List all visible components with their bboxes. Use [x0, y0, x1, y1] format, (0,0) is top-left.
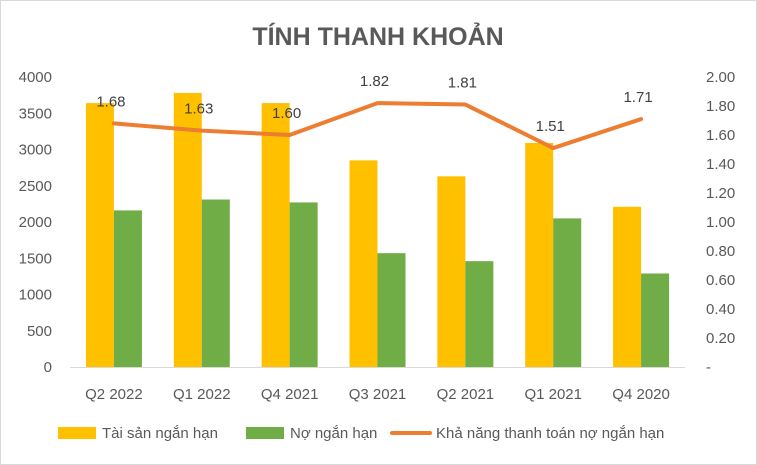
right-axis-ticks: - 0.20 0.40 0.60 0.80 1.00 1.20 1.40 1.60 1.80 2.0…: [706, 69, 735, 376]
bar-no-ngan-han: [465, 261, 494, 367]
line-data-label: 1.51: [536, 118, 565, 135]
right-tick-label: 1.00: [706, 214, 735, 231]
left-tick-label: 0: [44, 359, 52, 376]
bar-series: [85, 92, 670, 367]
bar-no-ngan-han: [641, 273, 670, 367]
category-label: Q4 2021: [261, 386, 319, 403]
left-tick-label: 2000: [19, 214, 52, 231]
category-label: Q1 2021: [524, 386, 582, 403]
category-label: Q2 2021: [437, 386, 495, 403]
left-tick-label: 3500: [19, 105, 52, 122]
bar-tai-san-ngan-han: [525, 142, 554, 367]
chart-title: TÍNH THANH KHOẢN: [252, 21, 503, 51]
bar-tai-san-ngan-han: [261, 103, 290, 367]
line-data-label: 1.60: [272, 105, 301, 122]
legend-swatch: [246, 427, 284, 439]
bar-no-ngan-han: [113, 210, 142, 367]
line-data-label: 1.82: [360, 73, 389, 90]
right-tick-label: 0.60: [706, 272, 735, 289]
line-data-label: 1.68: [96, 93, 125, 110]
category-label: Q3 2021: [349, 386, 407, 403]
right-tick-label: 0.80: [706, 243, 735, 260]
left-tick-label: 500: [27, 323, 52, 340]
right-tick-label: 2.00: [706, 69, 735, 86]
right-tick-label: 1.80: [706, 98, 735, 115]
right-tick-label: 0.20: [706, 330, 735, 347]
line-series: 1.68 1.63 1.60 1.82 1.81 1.51 1.71: [96, 73, 653, 151]
legend-label: Tài sản ngắn hạn: [102, 425, 218, 442]
legend-label: Khả năng thanh toán nợ ngắn hạn: [436, 425, 664, 442]
left-axis-ticks: 0 500 1000 1500 2000 2500 3000 3500 4000: [19, 69, 52, 376]
category-label: Q1 2022: [173, 386, 231, 403]
bar-no-ngan-han: [377, 253, 406, 367]
category-labels: Q2 2022 Q1 2022 Q4 2021 Q3 2021 Q2 2021 Q1 20…: [85, 386, 670, 403]
right-tick-label: 1.20: [706, 185, 735, 202]
bar-no-ngan-han: [553, 218, 582, 367]
line-data-label: 1.81: [448, 75, 477, 92]
legend: Tài sản ngắn hạn Nợ ngắn hạn Khả năng than…: [58, 425, 664, 442]
left-tick-label: 3000: [19, 142, 52, 159]
legend-swatch: [58, 427, 96, 439]
right-tick-label: 1.40: [706, 156, 735, 173]
bar-no-ngan-han: [289, 202, 318, 367]
bar-tai-san-ngan-han: [85, 103, 114, 367]
legend-label: Nợ ngắn hạn: [290, 425, 377, 442]
left-tick-label: 2500: [19, 178, 52, 195]
category-label: Q4 2020: [612, 386, 670, 403]
bar-no-ngan-han: [201, 199, 230, 367]
right-tick-label: 0.40: [706, 301, 735, 318]
line-data-label: 1.71: [623, 89, 652, 106]
left-tick-label: 1000: [19, 287, 52, 304]
right-tick-label: -: [706, 359, 711, 376]
bar-tai-san-ngan-han: [437, 176, 466, 367]
right-tick-label: 1.60: [706, 127, 735, 144]
category-label: Q2 2022: [85, 386, 143, 403]
left-tick-label: 1500: [19, 250, 52, 267]
line-data-label: 1.63: [184, 101, 213, 118]
bar-tai-san-ngan-han: [173, 92, 202, 367]
left-tick-label: 4000: [19, 69, 52, 86]
bar-tai-san-ngan-han: [349, 160, 378, 367]
bar-tai-san-ngan-han: [613, 206, 642, 367]
